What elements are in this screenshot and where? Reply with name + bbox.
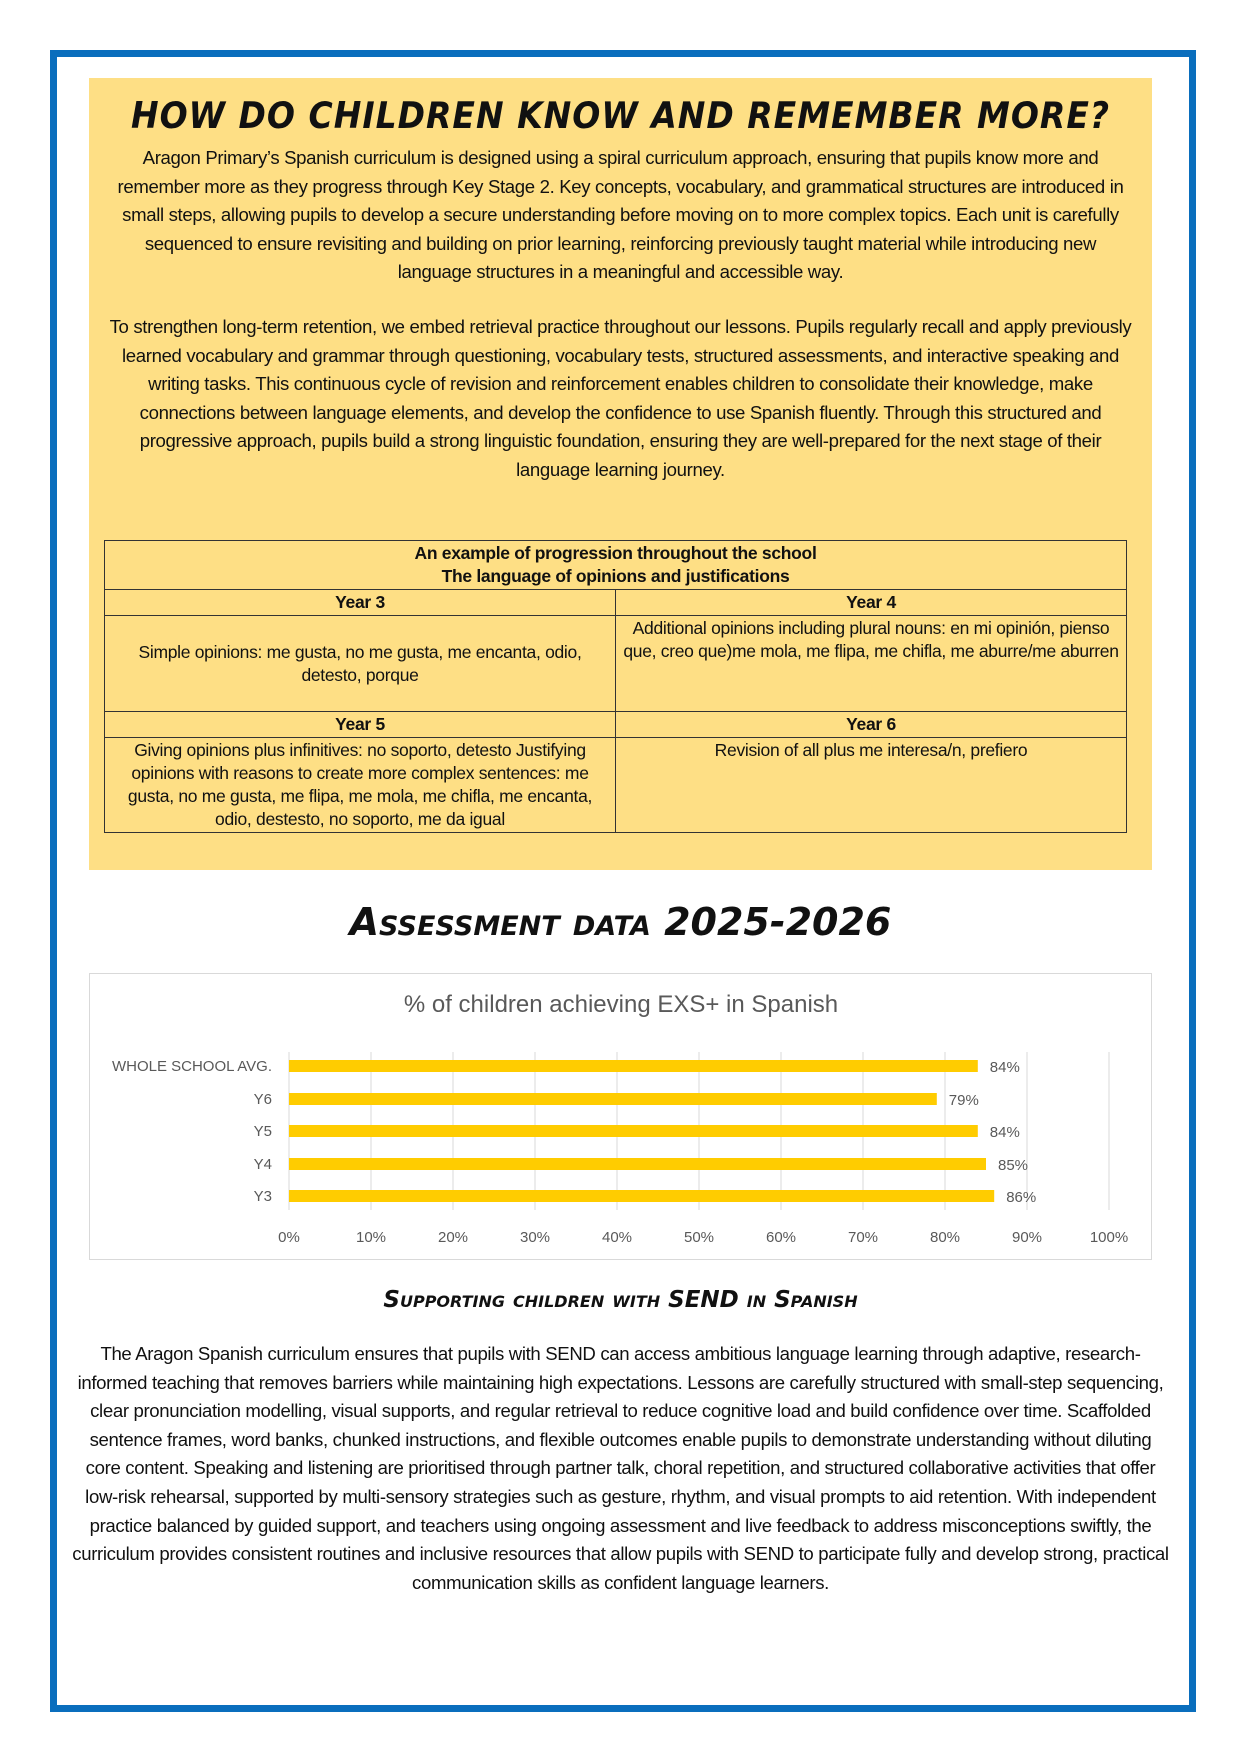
table-title-line-1: An example of progression throughout the… — [414, 543, 817, 563]
year-3-header: Year 3 — [104, 589, 616, 616]
send-paragraph: The Aragon Spanish curriculum ensures th… — [72, 1343, 1169, 1593]
category-label: Y3 — [254, 1188, 272, 1205]
data-label: 84% — [990, 1059, 1020, 1076]
data-label: 85% — [998, 1157, 1028, 1174]
year-5-header: Year 5 — [104, 711, 616, 738]
table-title: An example of progression throughout the… — [104, 540, 1127, 590]
assessment-chart: % of children achieving EXS+ in Spanish 0… — [89, 973, 1152, 1260]
x-tick-label: 70% — [848, 1229, 878, 1246]
year-6-content: Revision of all plus me interesa/n, pref… — [615, 737, 1127, 833]
category-label: Y4 — [254, 1156, 272, 1173]
category-label: Y6 — [254, 1091, 272, 1108]
category-label: WHOLE SCHOOL AVG. — [112, 1058, 272, 1075]
x-tick-label: 100% — [1090, 1229, 1128, 1246]
x-tick-label: 80% — [930, 1229, 960, 1246]
category-label: Y5 — [254, 1123, 272, 1140]
data-label: 86% — [1006, 1189, 1036, 1206]
bar — [289, 1060, 978, 1072]
retention-panel: How do children know and remember more? … — [89, 78, 1152, 870]
x-tick-label: 40% — [602, 1229, 632, 1246]
x-tick-label: 50% — [684, 1229, 714, 1246]
table-title-line-2: The language of opinions and justificati… — [441, 566, 790, 586]
bar — [289, 1158, 986, 1170]
data-label: 79% — [949, 1092, 979, 1109]
x-tick-label: 30% — [520, 1229, 550, 1246]
x-tick-label: 10% — [356, 1229, 386, 1246]
send-heading: Supporting children with SEND in Spanish — [383, 1287, 858, 1313]
chart-svg: % of children achieving EXS+ in Spanish 0… — [112, 991, 1128, 1246]
x-tick-label: 90% — [1012, 1229, 1042, 1246]
x-tick-label: 20% — [438, 1229, 468, 1246]
progression-table: An example of progression throughout the… — [104, 540, 1127, 833]
year-3-content: Simple opinions: me gusta, no me gusta, … — [104, 615, 616, 712]
year-4-header: Year 4 — [615, 589, 1127, 616]
chart-title: % of children achieving EXS+ in Spanish — [404, 991, 838, 1018]
x-tick-label: 60% — [766, 1229, 796, 1246]
intro-paragraph-2: To strengthen long-term retention, we em… — [109, 316, 1132, 480]
x-tick-label: 0% — [278, 1229, 300, 1246]
year-4-content: Additional opinions including plural nou… — [615, 615, 1127, 712]
bar — [289, 1125, 978, 1137]
year-6-header: Year 6 — [615, 711, 1127, 738]
section-title: How do children know and remember more? — [130, 94, 1111, 137]
page-border — [50, 50, 1196, 1712]
assessment-heading: Assessment data 2025-2026 — [349, 900, 892, 944]
data-label: 84% — [990, 1124, 1020, 1141]
intro-paragraph-1: Aragon Primary’s Spanish curriculum is d… — [117, 147, 1124, 283]
bar — [289, 1093, 937, 1105]
bar — [289, 1190, 995, 1202]
year-5-content: Giving opinions plus infinitives: no sop… — [104, 737, 616, 833]
